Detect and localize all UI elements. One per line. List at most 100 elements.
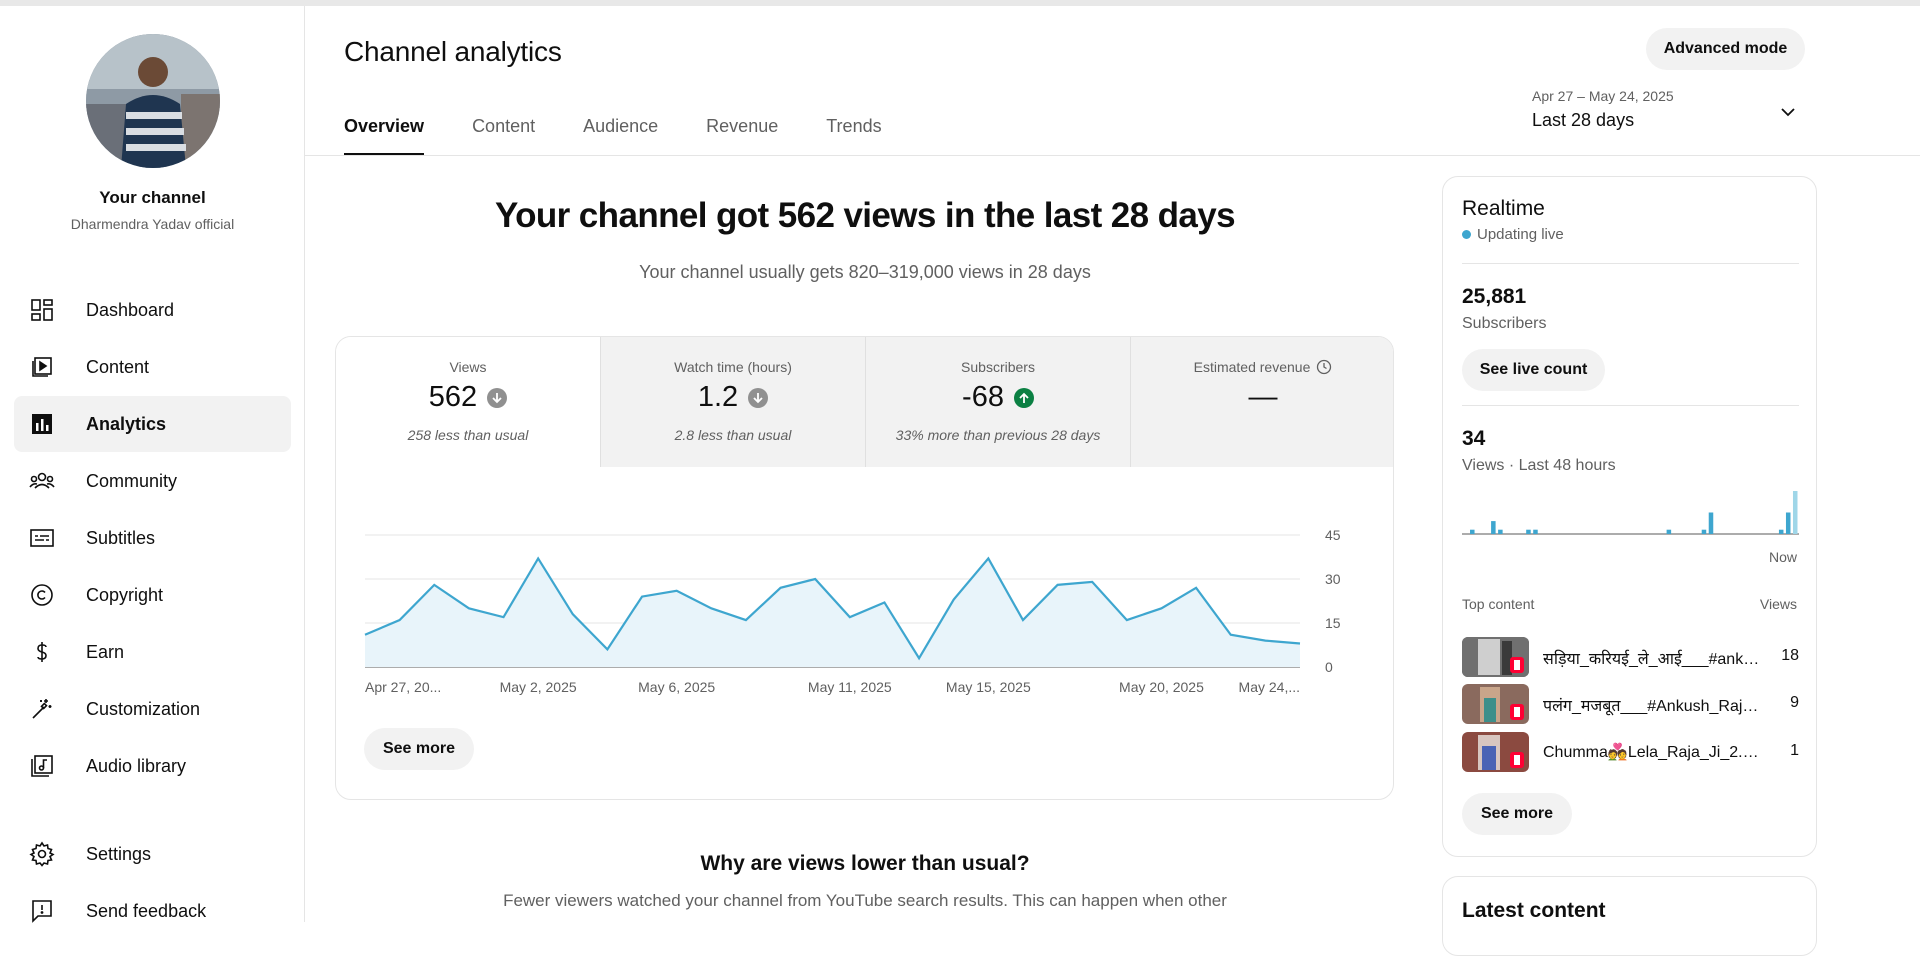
settings-icon xyxy=(29,841,55,867)
views-headline: Your channel got 562 views in the last 2… xyxy=(335,196,1395,236)
video-views: 9 xyxy=(1790,694,1799,712)
x-tick-label: May 6, 2025 xyxy=(638,679,715,695)
sidebar-item-customization[interactable]: Customization xyxy=(14,681,291,737)
top-content-row[interactable]: पलंग_मजबूत___#Ankush_Raja_new_song 9 xyxy=(1462,684,1799,724)
metric-subscribers[interactable]: Subscribers -68 33% more than previous 2… xyxy=(865,337,1130,467)
see-live-count-button[interactable]: See live count xyxy=(1462,349,1605,391)
realtime-views-label: Views · Last 48 hours xyxy=(1462,457,1616,475)
why-views-body: Fewer viewers watched your channel from … xyxy=(335,891,1395,911)
earn-icon xyxy=(29,639,55,665)
x-tick-label: May 15, 2025 xyxy=(946,679,1031,695)
sidebar-item-audio-library[interactable]: Audio library xyxy=(14,738,291,794)
metric-watch-time[interactable]: Watch time (hours) 1.2 2.8 less than usu… xyxy=(600,337,865,467)
metric-tabs: Views 562 258 less than usual Watch time… xyxy=(336,337,1394,467)
sidebar-item-settings[interactable]: Settings xyxy=(14,826,291,882)
latest-content-title: Latest content xyxy=(1462,899,1606,923)
tab-content[interactable]: Content xyxy=(472,106,535,156)
subscriber-count: 25,881 xyxy=(1462,285,1526,309)
sidebar-item-copyright[interactable]: Copyright xyxy=(14,567,291,623)
date-range[interactable]: Apr 27 – May 24, 2025 xyxy=(1532,88,1674,104)
tab-trends[interactable]: Trends xyxy=(826,106,881,156)
channel-avatar[interactable] xyxy=(86,34,220,168)
top-content-row[interactable]: Chumma💑Lela_Raja_Ji_2.0_new_song 1 xyxy=(1462,732,1799,772)
x-tick-label: May 11, 2025 xyxy=(808,679,892,695)
sidebar: Your channel Dharmendra Yadav official D… xyxy=(0,6,305,922)
metric-note: 2.8 less than usual xyxy=(601,427,865,443)
realtime-bar xyxy=(1526,530,1531,534)
video-views: 1 xyxy=(1790,742,1799,760)
analytics-tabs: Overview Content Audience Revenue Trends xyxy=(344,106,930,156)
see-more-button[interactable]: See more xyxy=(364,728,474,770)
sidebar-item-label: Subtitles xyxy=(86,528,155,549)
live-status-text: Updating live xyxy=(1477,226,1564,243)
live-status: Updating live xyxy=(1462,226,1564,243)
feedback-icon xyxy=(29,898,55,924)
video-title: पलंग_मजबूत___#Ankush_Raja_new_song xyxy=(1543,694,1763,716)
top-content-row[interactable]: सड़िया_करियई_ले_आई___#ankush_raja_new_so… xyxy=(1462,637,1799,677)
x-tick-label: May 24,... xyxy=(1239,679,1300,695)
realtime-bar xyxy=(1702,530,1707,534)
tab-audience[interactable]: Audience xyxy=(583,106,658,156)
date-period-selector[interactable]: Last 28 days xyxy=(1532,110,1634,131)
video-title: Chumma💑Lela_Raja_Ji_2.0_new_song xyxy=(1543,742,1763,762)
views-subline: Your channel usually gets 820–319,000 vi… xyxy=(335,262,1395,283)
metric-value: — xyxy=(1249,381,1278,414)
metric-value: 562 xyxy=(429,381,477,414)
realtime-title: Realtime xyxy=(1462,197,1545,221)
sidebar-item-send-feedback[interactable]: Send feedback xyxy=(14,883,291,939)
sidebar-item-content[interactable]: Content xyxy=(14,339,291,395)
realtime-bar xyxy=(1470,530,1475,534)
your-channel-title: Your channel xyxy=(0,188,305,208)
realtime-views-count: 34 xyxy=(1462,427,1485,451)
why-views-title: Why are views lower than usual? xyxy=(335,852,1395,876)
sidebar-item-label: Analytics xyxy=(86,414,166,435)
realtime-bar xyxy=(1667,530,1672,534)
top-content-label: Top content xyxy=(1462,596,1534,612)
sidebar-item-label: Content xyxy=(86,357,149,378)
chevron-down-icon[interactable] xyxy=(1778,102,1798,122)
realtime-bar xyxy=(1533,530,1538,534)
metric-views[interactable]: Views 562 258 less than usual xyxy=(336,337,600,467)
subscriber-label: Subscribers xyxy=(1462,315,1546,333)
views-column-label: Views xyxy=(1760,596,1797,612)
analytics-icon xyxy=(29,411,55,437)
sidebar-item-label: Customization xyxy=(86,699,200,720)
realtime-bar xyxy=(1779,530,1784,534)
video-thumbnail xyxy=(1462,684,1529,724)
realtime-bar xyxy=(1491,521,1496,534)
tab-overview[interactable]: Overview xyxy=(344,106,424,156)
tab-revenue[interactable]: Revenue xyxy=(706,106,778,156)
audio-library-icon xyxy=(29,753,55,779)
sidebar-item-analytics[interactable]: Analytics xyxy=(14,396,291,452)
sidebar-item-earn[interactable]: Earn xyxy=(14,624,291,680)
realtime-bar xyxy=(1793,491,1798,534)
realtime-bar xyxy=(1498,530,1503,534)
metric-label: Estimated revenue xyxy=(1194,359,1311,375)
sidebar-item-community[interactable]: Community xyxy=(14,453,291,509)
sidebar-item-dashboard[interactable]: Dashboard xyxy=(14,282,291,338)
sidebar-item-subtitles[interactable]: Subtitles xyxy=(14,510,291,566)
sidebar-item-label: Audio library xyxy=(86,756,186,777)
metric-note: 33% more than previous 28 days xyxy=(866,427,1130,443)
metric-note: 258 less than usual xyxy=(336,427,600,443)
overview-card: Views 562 258 less than usual Watch time… xyxy=(335,336,1394,800)
video-views: 18 xyxy=(1781,647,1799,665)
realtime-bar xyxy=(1786,513,1791,535)
arrow-down-icon xyxy=(487,388,507,408)
realtime-bar xyxy=(1709,513,1714,535)
sidebar-item-label: Dashboard xyxy=(86,300,174,321)
page-title: Channel analytics xyxy=(344,36,562,68)
metric-label: Watch time (hours) xyxy=(674,359,792,375)
header-divider xyxy=(305,155,1920,156)
metric-estimated-revenue[interactable]: Estimated revenue — xyxy=(1130,337,1394,467)
sidebar-item-label: Earn xyxy=(86,642,124,663)
sidebar-item-label: Copyright xyxy=(86,585,163,606)
video-title: सड़िया_करियई_ले_आई___#ankush_raja_new_so… xyxy=(1543,647,1763,669)
top-content-see-more-button[interactable]: See more xyxy=(1462,793,1572,835)
sidebar-item-label: Community xyxy=(86,471,177,492)
channel-name: Dharmendra Yadav official xyxy=(0,216,305,232)
advanced-mode-button[interactable]: Advanced mode xyxy=(1646,28,1805,70)
y-tick-label: 15 xyxy=(1325,615,1341,631)
